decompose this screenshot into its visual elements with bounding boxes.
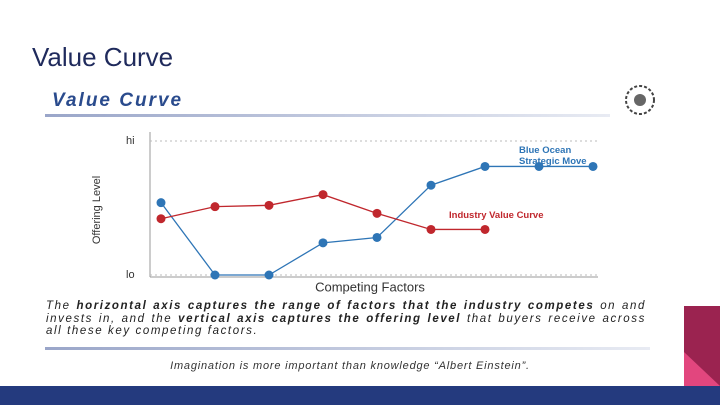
data-point <box>426 180 436 190</box>
data-point <box>156 198 166 208</box>
y-tick-label: lo <box>126 269 135 281</box>
data-point <box>372 208 382 218</box>
caption-segment: vertical axis captures the offering leve… <box>178 312 462 325</box>
corner-shape <box>684 352 720 386</box>
series-line <box>160 193 485 231</box>
data-point <box>264 270 274 280</box>
caption-segment: that buyers receive across all these key… <box>46 312 646 338</box>
caption-segment: The <box>46 300 77 312</box>
data-point <box>318 238 328 248</box>
data-point <box>210 202 220 212</box>
data-point <box>534 161 544 171</box>
logo <box>625 85 655 115</box>
divider <box>45 114 610 117</box>
caption: The horizontal axis captures the range o… <box>46 300 646 338</box>
data-point <box>588 161 598 171</box>
data-point <box>480 161 490 171</box>
series-label: Industry Value Curve <box>449 210 544 221</box>
slide-title: Value Curve <box>32 42 174 72</box>
chart-title: Value Curve <box>52 90 183 111</box>
caption-segment: horizontal axis captures the range of fa… <box>76 300 595 312</box>
data-point <box>480 224 490 234</box>
data-point <box>372 232 382 242</box>
footer-bar <box>0 386 720 405</box>
series-label: Blue Ocean Strategic Move <box>519 145 587 167</box>
quote: Imagination is more important than knowl… <box>170 360 530 372</box>
data-point <box>318 190 328 200</box>
data-point <box>426 224 436 234</box>
caption-segment: on and invests in, and the <box>46 300 646 325</box>
y-axis-label: Offering Level <box>91 176 103 244</box>
y-tick-label: hi <box>126 135 135 147</box>
divider <box>45 347 650 350</box>
data-point <box>156 214 166 224</box>
data-point <box>210 270 220 280</box>
data-point <box>264 200 274 210</box>
x-axis-label: Competing Factors <box>315 279 425 294</box>
